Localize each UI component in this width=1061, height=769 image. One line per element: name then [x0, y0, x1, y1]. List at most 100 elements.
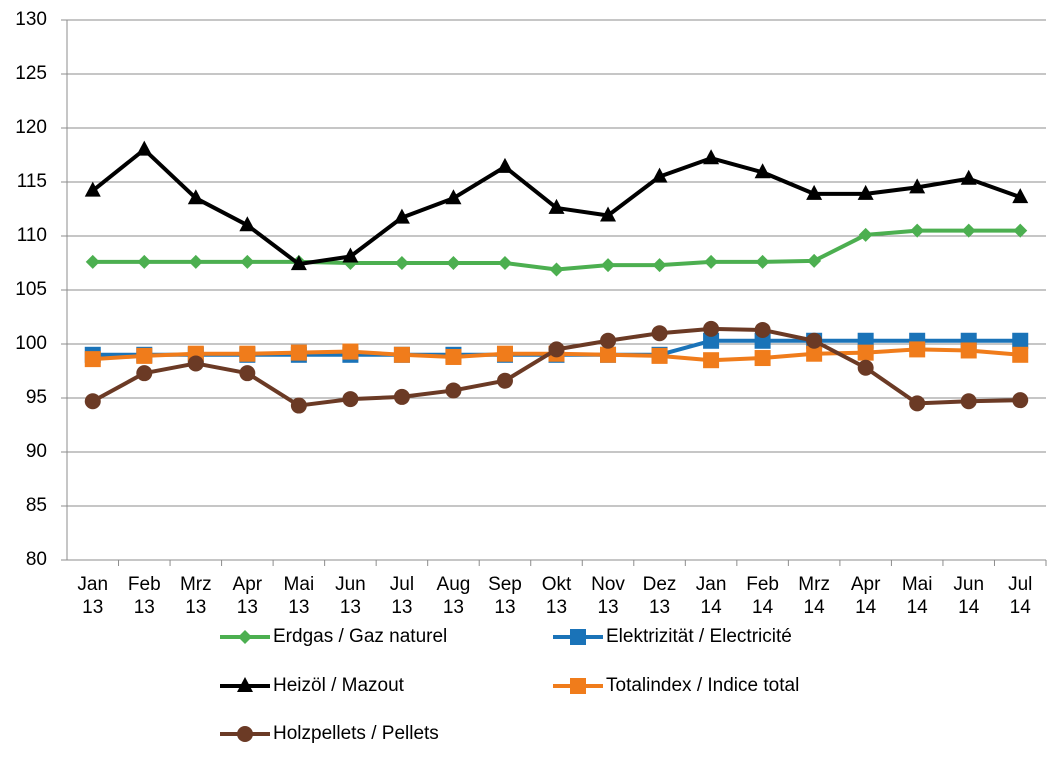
point	[445, 189, 462, 205]
point	[755, 254, 770, 269]
point	[342, 343, 359, 360]
point	[239, 345, 256, 362]
point	[1013, 223, 1028, 238]
point	[445, 348, 462, 365]
point	[960, 342, 977, 359]
x-tick-label: Sep 13	[488, 574, 522, 618]
y-tick-label: 90	[26, 441, 47, 462]
point	[496, 157, 513, 173]
point	[290, 255, 307, 271]
x-tick-label: Feb 13	[127, 574, 161, 618]
point	[136, 347, 153, 364]
point	[188, 254, 203, 269]
point	[651, 325, 668, 342]
point	[857, 184, 874, 200]
point	[496, 345, 513, 362]
y-tick-label: 130	[15, 9, 47, 30]
point	[807, 253, 822, 268]
point	[187, 189, 204, 205]
x-tick-label: Jul 14	[1008, 574, 1033, 618]
legend-marker	[570, 678, 586, 694]
legend-marker	[238, 630, 252, 644]
x-tick-label: Okt 13	[541, 574, 572, 618]
point	[600, 332, 617, 349]
point	[84, 393, 101, 410]
point	[496, 372, 513, 389]
x-tick-label: Mrz 13	[179, 574, 212, 618]
legend-label: Heizöl / Mazout	[273, 675, 405, 696]
point	[290, 344, 307, 361]
point	[909, 341, 926, 358]
point	[960, 169, 977, 185]
legend-marker	[570, 629, 586, 645]
point	[290, 397, 307, 414]
point	[393, 208, 410, 224]
point	[239, 216, 256, 232]
x-tick-label: Feb 14	[746, 574, 779, 618]
point	[84, 351, 101, 368]
x-tick-label: Mrz 14	[798, 574, 830, 618]
point	[239, 365, 256, 382]
point	[754, 321, 771, 338]
point	[601, 258, 616, 273]
point	[393, 346, 410, 363]
point	[394, 256, 409, 270]
y-tick-label: 95	[26, 387, 47, 408]
point	[84, 181, 101, 197]
point	[806, 184, 823, 200]
legend-marker	[237, 726, 253, 742]
point	[548, 198, 565, 214]
point	[1012, 188, 1029, 204]
x-tick-label: Nov 13	[591, 574, 625, 618]
point	[600, 346, 617, 363]
point	[858, 227, 873, 242]
point	[909, 395, 926, 412]
point	[652, 258, 667, 273]
point	[961, 223, 976, 238]
y-tick-label: 80	[26, 549, 47, 570]
point	[85, 254, 100, 269]
point	[910, 223, 925, 238]
y-tick-label: 115	[17, 171, 47, 192]
point	[549, 262, 564, 277]
point	[1012, 346, 1029, 363]
point	[754, 163, 771, 179]
y-tick-label: 120	[15, 117, 47, 138]
x-tick-label: Jun 14	[953, 574, 985, 618]
point	[703, 320, 720, 337]
legend-label: Totalindex / Indice total	[606, 675, 799, 696]
point	[342, 391, 359, 408]
point	[857, 344, 874, 361]
point	[703, 149, 720, 165]
x-tick-label: Aug 13	[436, 574, 471, 618]
point	[548, 341, 565, 358]
x-tick-label: Jan 13	[77, 574, 109, 618]
legend-marker	[237, 677, 253, 692]
point	[909, 178, 926, 194]
point	[651, 167, 668, 183]
point	[137, 254, 152, 269]
x-tick-label: Apr 14	[850, 574, 881, 618]
x-tick-label: Jan 14	[695, 574, 727, 618]
point	[446, 256, 461, 270]
x-tick-label: Jul 13	[389, 574, 415, 618]
x-tick-label: Mai 14	[901, 574, 933, 618]
point	[754, 350, 771, 367]
point	[393, 388, 410, 405]
x-tick-label: Apr 13	[232, 574, 263, 618]
point	[497, 256, 512, 270]
x-tick-label: Dez 13	[642, 574, 677, 618]
point	[704, 254, 719, 269]
point	[857, 359, 874, 376]
point	[600, 206, 617, 222]
legend-label: Holzpellets / Pellets	[273, 723, 439, 744]
point	[136, 365, 153, 382]
point	[703, 332, 720, 349]
y-tick-label: 110	[17, 225, 47, 246]
point	[806, 332, 823, 349]
x-tick-label: Jun 13	[335, 574, 366, 618]
y-tick-label: 100	[15, 333, 47, 354]
y-tick-label: 125	[15, 63, 47, 84]
